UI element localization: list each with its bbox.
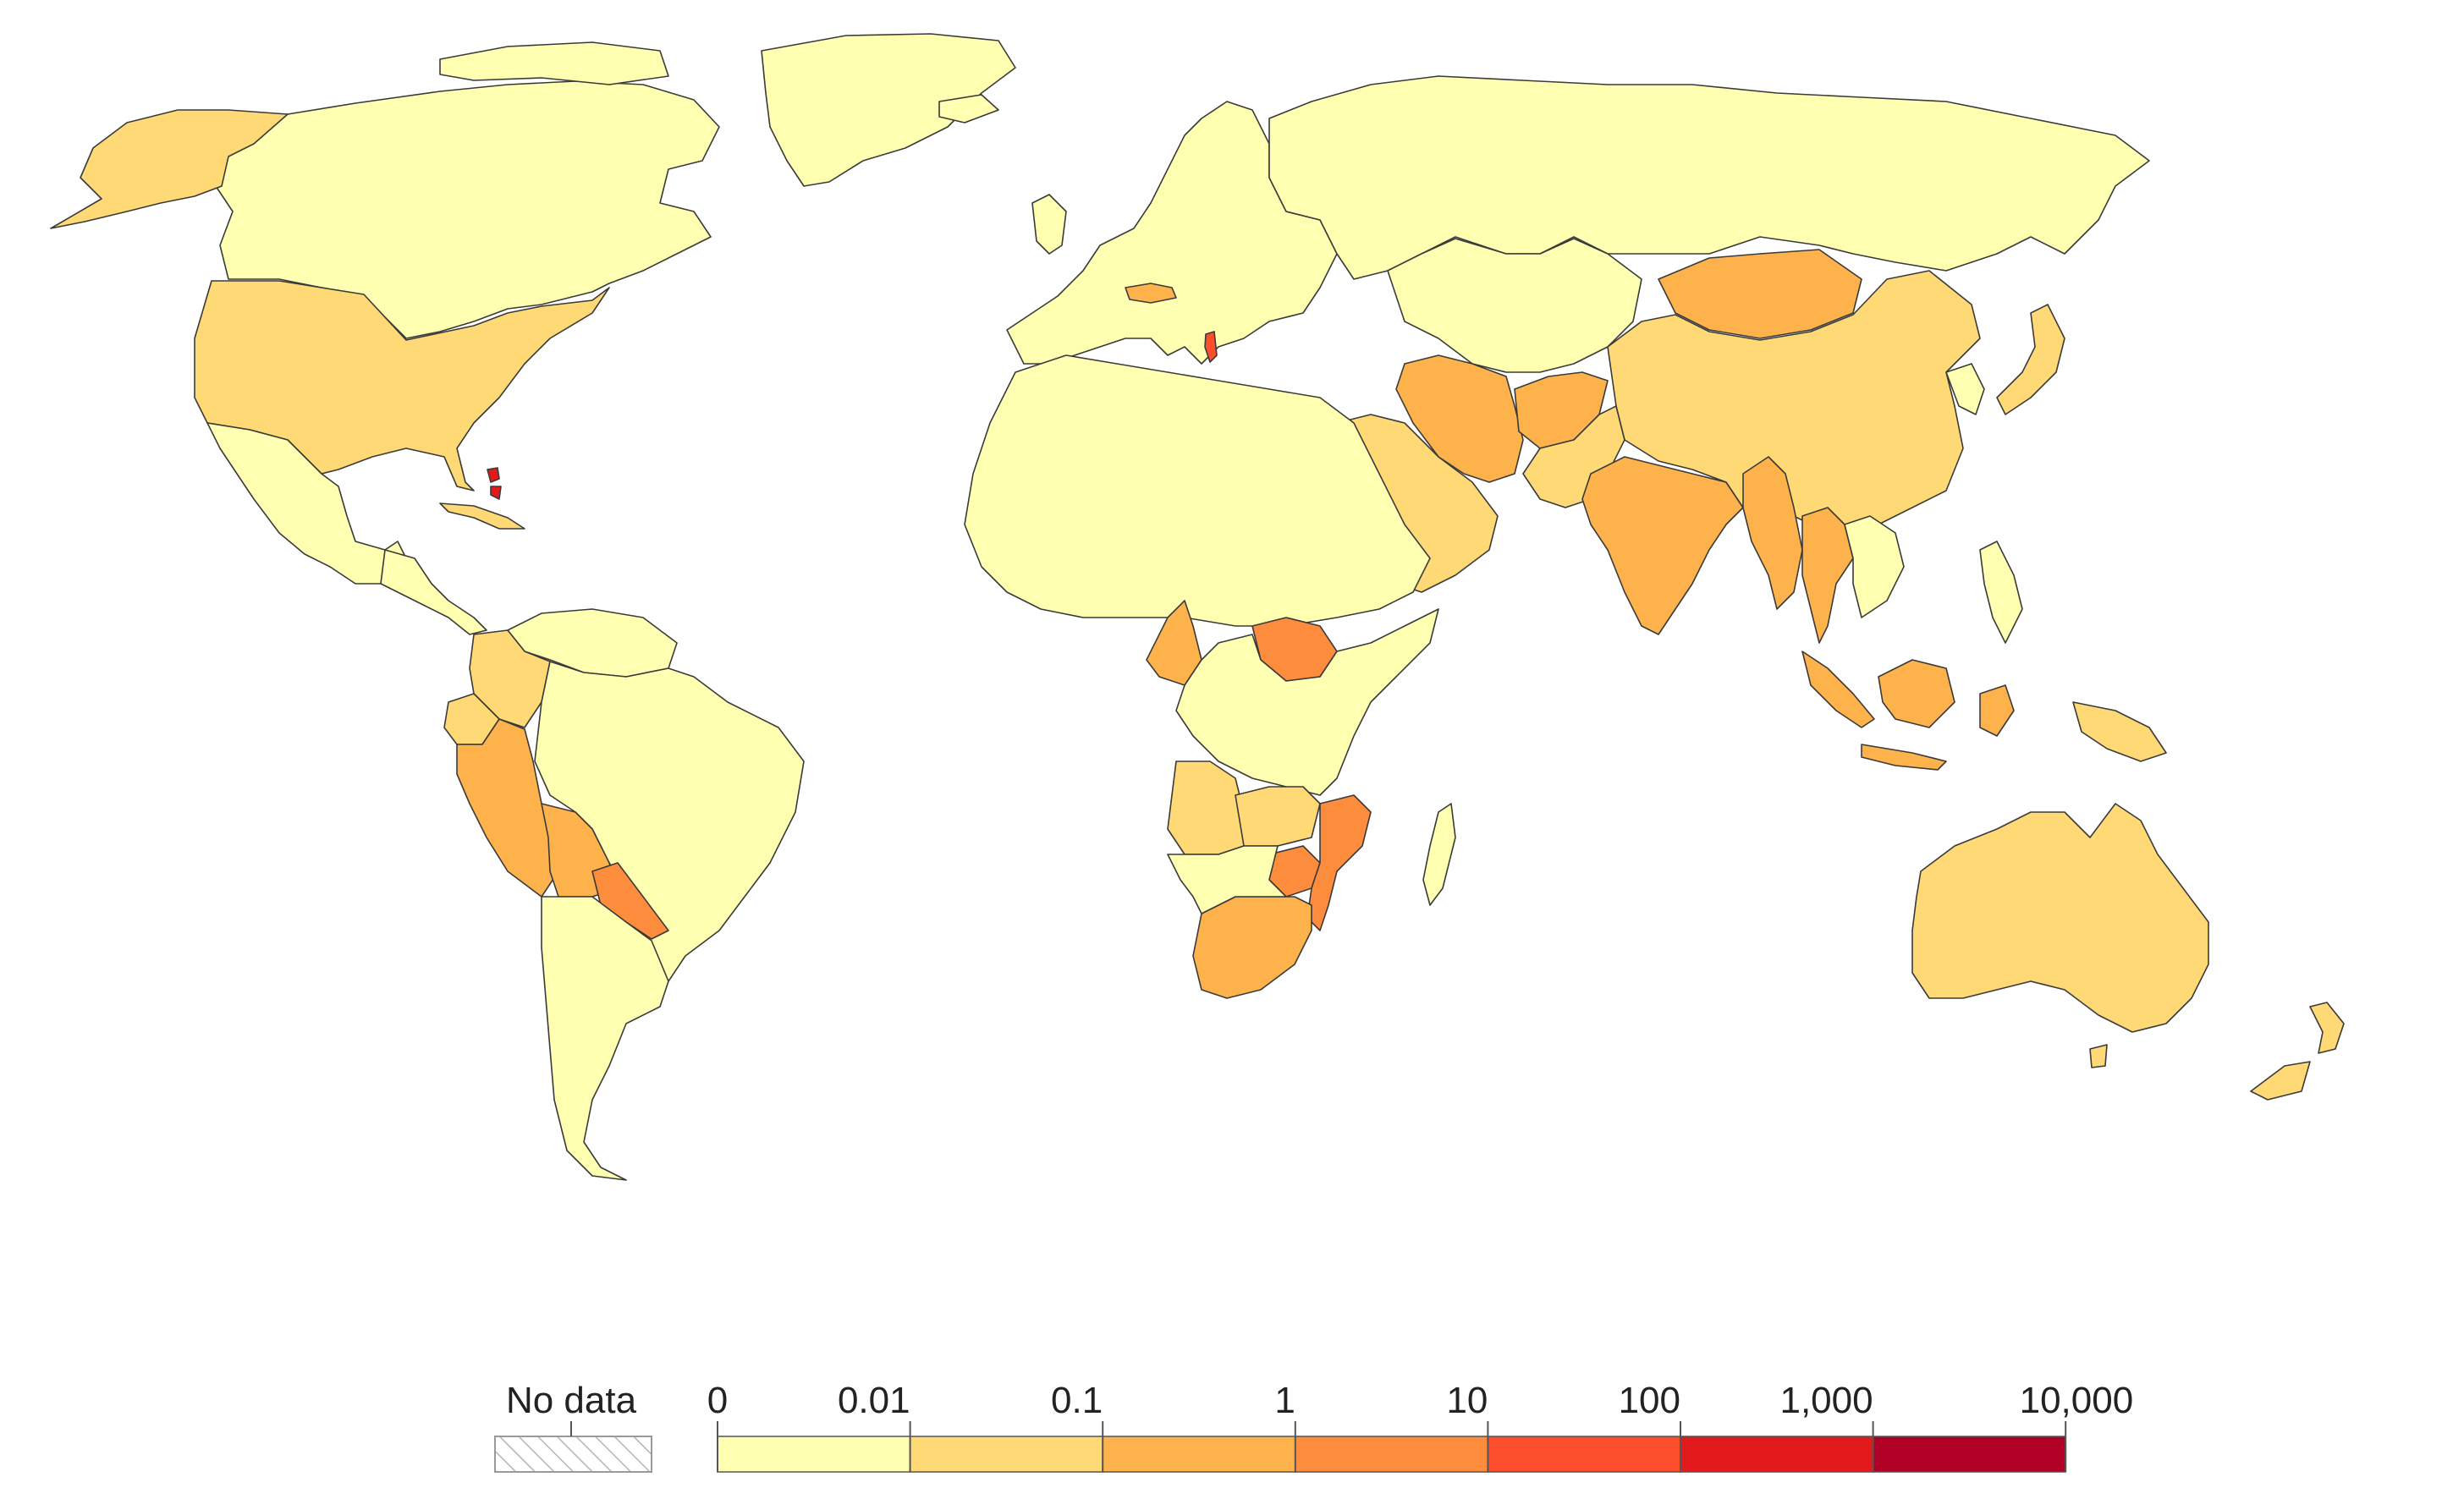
region-india[interactable]	[1581, 456, 1744, 635]
no-data-label: No data	[506, 1380, 637, 1421]
legend-tick-label: 0.01	[838, 1380, 910, 1421]
region-greenland[interactable]	[761, 33, 1016, 187]
legend-tick-label: 0	[707, 1380, 728, 1421]
legend-color-bins	[717, 1436, 2066, 1473]
region-new-zealand[interactable]	[2250, 1002, 2345, 1101]
region-albania[interactable]	[1204, 331, 1218, 363]
region-north-africa-sahel[interactable]	[964, 354, 1431, 627]
region-austria[interactable]	[1125, 283, 1177, 304]
region-canadian-arctic[interactable]	[439, 41, 669, 85]
legend-bin	[1102, 1436, 1296, 1473]
region-south-africa[interactable]	[1192, 896, 1312, 999]
legend-bin	[1872, 1436, 2066, 1473]
region-australia[interactable]	[1911, 803, 2209, 1033]
legend-tick-label: 1	[1274, 1380, 1295, 1421]
legend-bin	[1295, 1436, 1489, 1473]
region-korea[interactable]	[1945, 363, 1985, 415]
region-cuba[interactable]	[439, 502, 525, 530]
region-mongolia[interactable]	[1658, 249, 1862, 339]
region-papua-new-guinea[interactable]	[2072, 701, 2167, 762]
legend-tick-label: 10	[1446, 1380, 1488, 1421]
region-japan[interactable]	[1996, 304, 2065, 415]
no-data-swatch	[494, 1436, 652, 1473]
legend-tick-label: 0.1	[1051, 1380, 1103, 1421]
region-central-america[interactable]	[380, 549, 487, 635]
region-tasmania[interactable]	[2089, 1044, 2108, 1068]
region-central-asia[interactable]	[1387, 238, 1642, 373]
legend-tick-label: 1,000	[1779, 1380, 1873, 1421]
region-mozambique[interactable]	[1306, 794, 1372, 931]
legend-tick-label: 100	[1619, 1380, 1680, 1421]
region-philippines[interactable]	[1979, 541, 2023, 644]
region-indonesia[interactable]	[1801, 651, 2015, 771]
region-central-east-africa[interactable]	[1175, 608, 1439, 796]
region-russia[interactable]	[1268, 75, 2150, 280]
legend-bin	[717, 1436, 911, 1473]
region-china[interactable]	[1607, 270, 1981, 534]
legend-bin	[1487, 1436, 1681, 1473]
legend-bin	[909, 1436, 1103, 1473]
legend-tick-label: 10,000	[2020, 1380, 2134, 1421]
region-namibia-botswana[interactable]	[1167, 845, 1287, 914]
region-iceland[interactable]	[938, 94, 999, 124]
region-indochina[interactable]	[1844, 515, 1905, 618]
legend-tick-marks	[717, 1421, 2067, 1472]
region-madagascar[interactable]	[1422, 803, 1456, 906]
region-zambia[interactable]	[1235, 786, 1321, 847]
region-bahamas[interactable]	[487, 467, 502, 500]
region-thailand[interactable]	[1801, 507, 1854, 644]
region-colombia[interactable]	[469, 629, 551, 728]
region-myanmar[interactable]	[1742, 456, 1803, 610]
legend-tick-labels: 0 0.01 0.1 1 10 100 1,000 10,000	[707, 1380, 2133, 1421]
country-regions	[50, 33, 2345, 1181]
region-uk-ireland[interactable]	[1031, 194, 1067, 255]
legend-bin	[1680, 1436, 1874, 1473]
region-angola[interactable]	[1167, 760, 1245, 855]
region-iran[interactable]	[1395, 354, 1524, 483]
legend: No data 0 0.01 0.1 1 10 100 1,000 10,000	[494, 1380, 2133, 1473]
region-chile-argentina[interactable]	[541, 896, 669, 1181]
region-alaska[interactable]	[50, 109, 289, 229]
